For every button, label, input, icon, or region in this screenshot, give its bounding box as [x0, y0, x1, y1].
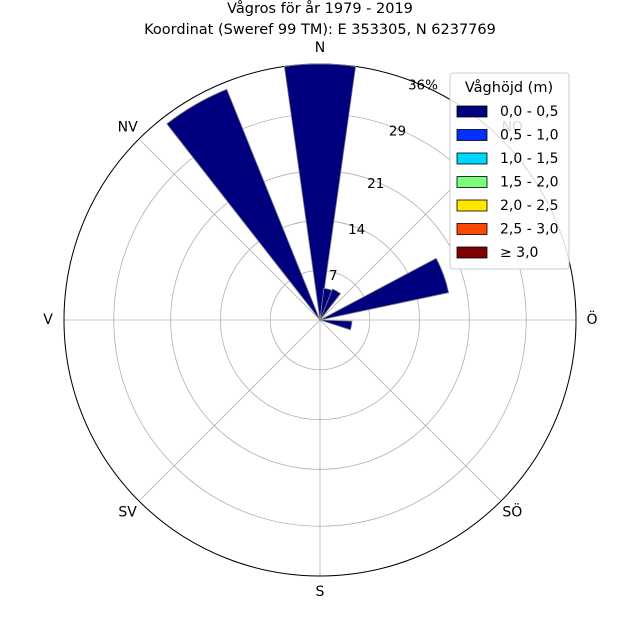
bar-0deg — [283, 63, 357, 321]
bar-100deg — [319, 319, 353, 331]
direction-label-v: V — [43, 312, 53, 328]
legend-swatch — [456, 246, 488, 259]
direction-label-sv: SV — [118, 504, 137, 520]
bar-70deg — [319, 257, 450, 321]
legend-swatch — [456, 152, 488, 165]
legend-swatch — [456, 129, 488, 141]
radial-tick-labels: 7 14 21 29 36% — [329, 77, 438, 284]
legend-title: Våghöjd (m) — [465, 79, 553, 96]
legend-frame — [449, 72, 570, 270]
legend-label: 2,0 - 2,5 — [500, 198, 558, 214]
direction-label-s: S — [316, 584, 325, 600]
chart-subtitle: Koordinat (Sweref 99 TM): E 353305, N 62… — [144, 22, 496, 38]
radial-tick-label: 7 — [329, 268, 338, 284]
spoke-sö — [319, 319, 502, 502]
legend-label: 1,0 - 1,5 — [500, 151, 558, 167]
spoke-sv — [138, 319, 321, 502]
direction-label-nv: NV — [118, 120, 138, 136]
bars — [166, 63, 450, 331]
legend-swatch — [456, 223, 488, 235]
radial-tick-label: 14 — [348, 222, 365, 238]
legend-swatch — [456, 176, 488, 188]
bar-30deg — [319, 288, 342, 321]
radial-tick-label: 21 — [367, 176, 384, 192]
legend-label: 2,5 - 3,0 — [500, 222, 558, 238]
legend-swatch — [456, 105, 488, 118]
legend-swatch — [456, 199, 488, 212]
direction-label-n: N — [315, 40, 325, 56]
legend-label: ≥ 3,0 — [500, 245, 538, 261]
direction-label-sö: SÖ — [502, 502, 522, 520]
chart-title: Vågros för år 1979 - 2019 — [227, 0, 413, 17]
legend-label: 0,0 - 0,5 — [500, 104, 558, 120]
direction-label-ö: Ö — [586, 310, 597, 328]
bar-330deg — [166, 88, 321, 321]
legend: Våghöjd (m) 0,0 - 0,5 0,5 - 1,0 1,0 - 1,5 1… — [449, 72, 570, 270]
spoke-nv — [138, 138, 321, 321]
radial-tick-label: 36% — [408, 77, 438, 93]
legend-label: 0,5 - 1,0 — [500, 128, 558, 144]
legend-label: 1,5 - 2,0 — [500, 175, 558, 191]
radial-tick-label: 29 — [389, 123, 406, 139]
